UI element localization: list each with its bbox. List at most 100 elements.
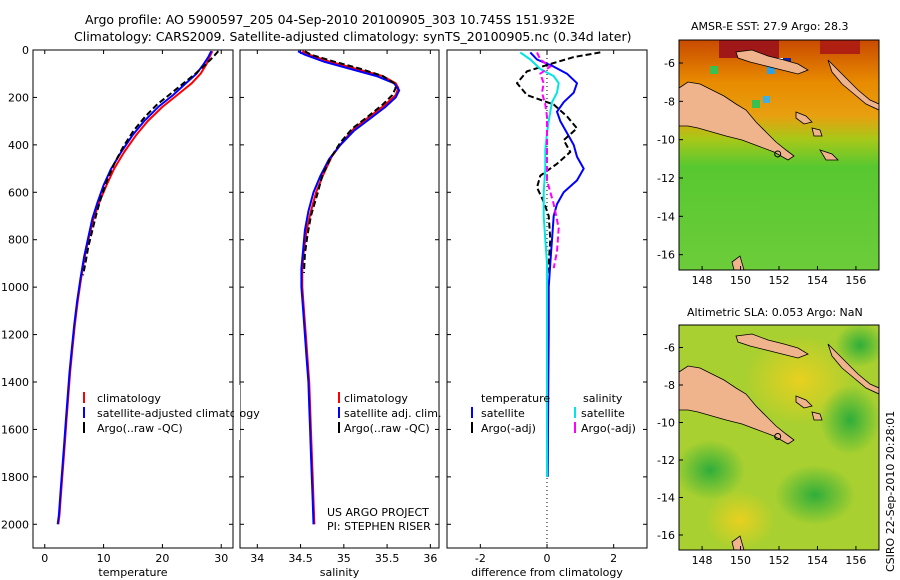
series-line — [529, 51, 585, 477]
x-tick-label: 10 — [97, 552, 111, 565]
map-y-tick-label: -14 — [657, 210, 675, 223]
series-line — [301, 50, 400, 525]
series-line — [57, 50, 214, 525]
legend-label: satellite adj. clim. — [344, 407, 441, 420]
x-tick-label: 35 — [337, 552, 351, 565]
land-png-mainland — [679, 81, 795, 161]
argo-position-marker — [774, 150, 782, 158]
y-tick-label: 1000 — [1, 281, 29, 294]
map-x-tick-label: 154 — [807, 274, 828, 287]
map-x-tick-label: 156 — [845, 274, 866, 287]
sla-low-blob — [775, 465, 855, 525]
salinity-legend: climatology satellite adj. clim. Argo(..… — [338, 392, 441, 435]
series-line — [82, 50, 220, 276]
map-x-tick-label: 156 — [845, 554, 866, 567]
temperature-panel: 0 10 20 30 0 200 400 600 800 1000 1200 1400 1600 1800… — [1, 44, 234, 579]
map-x-tick-label: 152 — [769, 554, 790, 567]
legend-label: Argo(..raw -QC) — [344, 422, 430, 435]
legend-label: Argo(..raw -QC) — [97, 422, 183, 435]
map-y-tick-label: -16 — [657, 249, 675, 262]
series-line — [519, 51, 560, 477]
x-axis-label: salinity — [320, 566, 360, 579]
sst-cool-cell — [763, 96, 770, 103]
map-y-tick-label: -12 — [657, 172, 675, 185]
legend-label: Argo(-adj) — [481, 422, 536, 435]
difference-legend: temperature salinity satellite Argo(-adj… — [471, 392, 636, 435]
series-line — [297, 50, 401, 525]
land-new-britain — [735, 333, 809, 359]
legend-label: satellite-adjusted climatology — [97, 407, 260, 420]
csiro-credit: CSIRO 22-Sep-2010 20:28:01 — [884, 411, 897, 572]
sst-map: AMSR-E SST: 27.9 Argo: 28.3 148 150 152 154… — [657, 20, 880, 287]
x-tick-label: 34.5 — [288, 552, 313, 565]
sla-low-blob — [679, 440, 745, 500]
x-tick-label: 2 — [610, 552, 617, 565]
y-tick-label: 0 — [22, 44, 29, 57]
y-tick-label: 1200 — [1, 329, 29, 342]
map-x-tick-label: 150 — [730, 554, 751, 567]
legend-title-temperature: temperature — [481, 392, 550, 405]
x-tick-label: 0 — [544, 552, 551, 565]
map-y-tick-label: -16 — [657, 529, 675, 542]
series-line — [536, 51, 560, 269]
legend-label: climatology — [344, 392, 408, 405]
land-islands — [795, 395, 823, 421]
y-tick-label: 800 — [8, 234, 29, 247]
x-tick-label: 36 — [423, 552, 437, 565]
map-x-tick-label: 148 — [692, 554, 713, 567]
sla-low-blob — [835, 325, 879, 367]
x-tick-label: 30 — [214, 552, 228, 565]
project-line2: PI: STEPHEN RISER — [327, 520, 431, 533]
x-tick-label: 0 — [41, 552, 48, 565]
salinity-panel: 34 34.5 35 35.5 36 salinity — [239, 49, 440, 579]
land-solomons — [827, 59, 879, 111]
plot-frame — [32, 49, 234, 549]
map-y-tick-label: -14 — [657, 492, 675, 505]
sst-cool-cell — [710, 66, 718, 74]
map-y-tick-label: -12 — [657, 454, 675, 467]
x-tick-label: 35.5 — [375, 552, 400, 565]
plot-frame — [239, 49, 440, 549]
legend-title-salinity: salinity — [583, 392, 623, 405]
sla-high-blob — [705, 490, 775, 550]
map-x-tick-label: 154 — [807, 554, 828, 567]
argo-position-marker — [774, 432, 782, 440]
y-tick-label: 1600 — [1, 423, 29, 436]
sst-warm-patch — [719, 40, 779, 58]
sla-map-title: Altimetric SLA: 0.053 Argo: NaN — [687, 306, 863, 319]
series-line — [516, 51, 601, 276]
x-tick-label: 20 — [155, 552, 169, 565]
y-tick-label: 600 — [8, 186, 29, 199]
sst-map-title: AMSR-E SST: 27.9 Argo: 28.3 — [691, 20, 849, 33]
land-png-mainland — [679, 365, 795, 445]
series-line — [56, 50, 213, 525]
x-axis-label: difference from climatology — [471, 566, 623, 579]
map-y-tick-label: -6 — [664, 57, 675, 70]
sst-map-axes: 148 150 152 154 156 -6 -8 -10 -12 -14 -16 — [657, 57, 866, 287]
y-tick-label: 400 — [8, 139, 29, 152]
legend-label: climatology — [97, 392, 161, 405]
legend-label: satellite — [581, 407, 625, 420]
project-line1: US ARGO PROJECT — [327, 506, 429, 519]
y-tick-label: 2000 — [1, 518, 29, 531]
figure-title-line2: Climatology: CARS2009. Satellite-adjuste… — [74, 29, 631, 44]
y-tick-label: 1800 — [1, 471, 29, 484]
x-axis-label: temperature — [98, 566, 167, 579]
sst-warm-patch — [820, 40, 860, 54]
sla-map: Altimetric SLA: 0.053 Argo: NaN 148 150 15… — [657, 306, 880, 567]
legend-label: satellite — [481, 407, 525, 420]
legend-label: Argo(-adj) — [581, 422, 636, 435]
temperature-legend: climatology satellite-adjusted climatolo… — [83, 392, 260, 435]
project-credit: US ARGO PROJECT PI: STEPHEN RISER — [327, 506, 431, 533]
map-y-tick-label: -10 — [657, 134, 675, 147]
x-tick-label: -2 — [475, 552, 486, 565]
y-tick-label: 1400 — [1, 376, 29, 389]
map-x-tick-label: 150 — [730, 274, 751, 287]
land-new-britain — [735, 49, 809, 75]
figure-title-line1: Argo profile: AO 5900597_205 04-Sep-2010… — [85, 12, 575, 27]
land-islands — [795, 111, 839, 161]
land-solomons — [827, 343, 879, 395]
map-x-tick-label: 148 — [692, 274, 713, 287]
map-y-tick-label: -6 — [664, 342, 675, 355]
